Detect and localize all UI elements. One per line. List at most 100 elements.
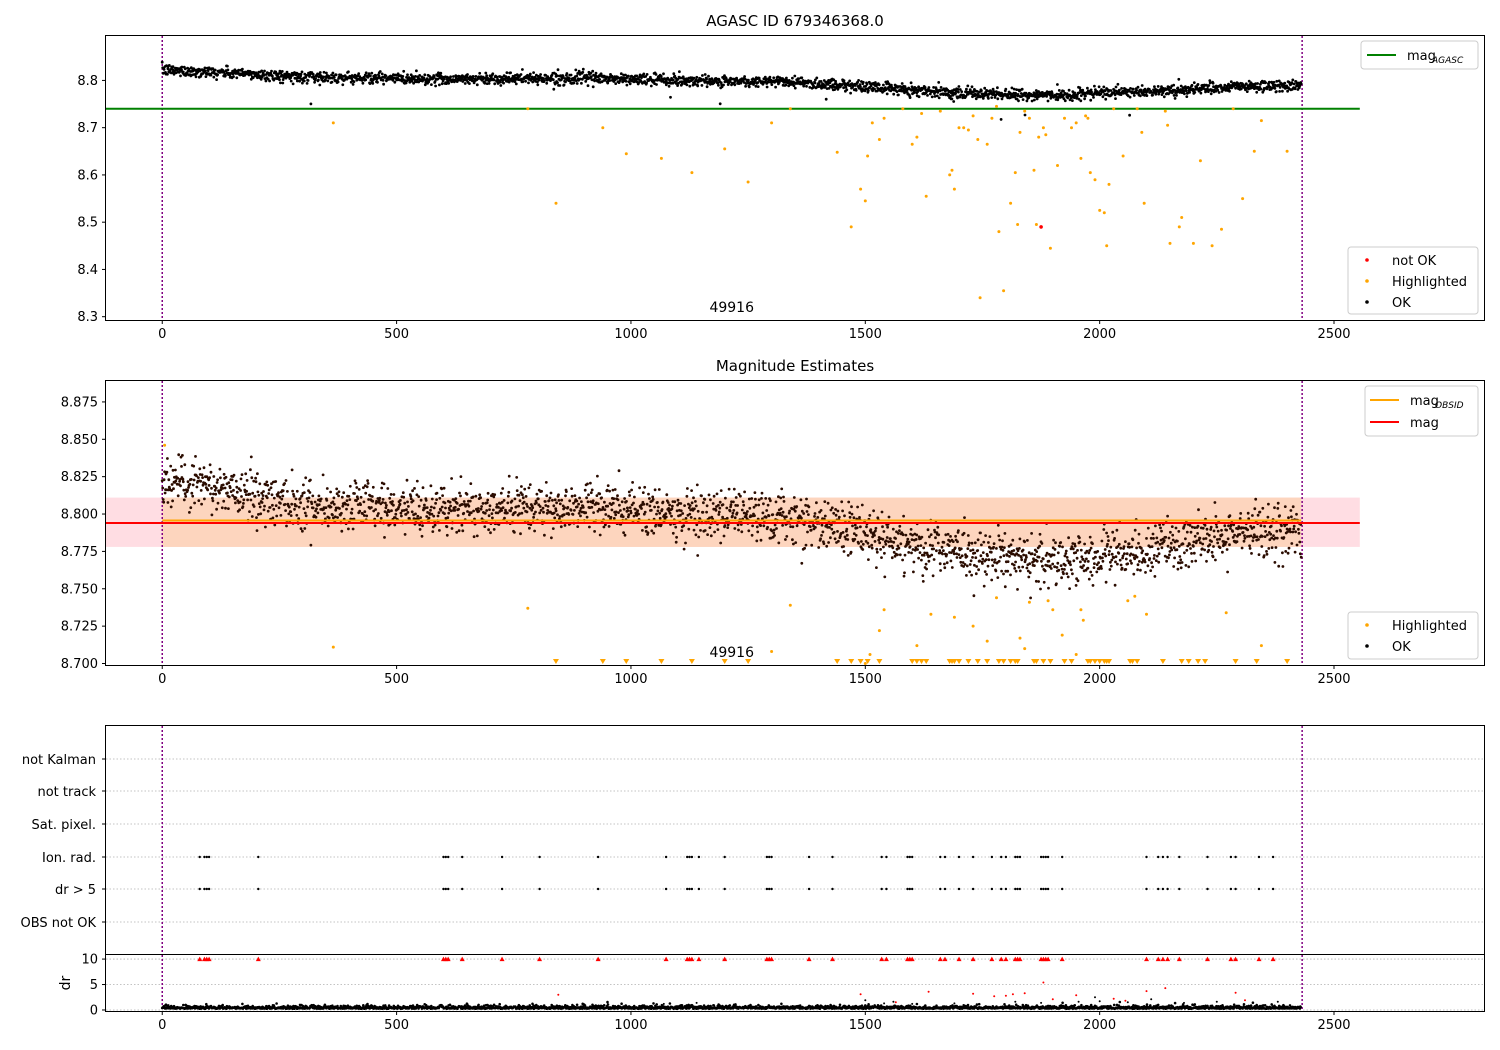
highlighted-point [1086,116,1090,120]
highlighted-point [952,187,956,191]
flag-point [596,855,600,859]
highlighted-point [1093,178,1097,182]
below-range-marker [688,659,695,664]
flag-point [939,855,942,859]
flag-point [461,887,464,891]
flag-point [257,855,260,859]
dr-capped-marker [1228,956,1234,962]
dr-not-ok-point [1051,998,1054,1001]
highlighted-point [978,296,982,300]
legend-marker [1365,258,1369,262]
panel1-marker-legend: not OK Highlighted OK [1347,246,1479,315]
panel4-xtick-label: 2500 [1317,1018,1350,1033]
highlighted-point [971,624,975,628]
not-ok-point [1039,225,1043,229]
dr-capped-marker [722,956,728,962]
flag-point [1016,855,1019,859]
dr-point [953,1002,956,1005]
panel2-frame [105,380,1485,666]
highlighted-point [985,639,989,643]
flag-point [971,855,975,859]
below-range-marker [1159,659,1166,664]
legend-label: mag [1410,394,1439,409]
below-range-marker [552,659,559,664]
highlighted-point [957,126,961,130]
dr-capped-marker [537,956,543,962]
below-range-marker [599,659,606,664]
dr-not-ok-point [1234,991,1237,994]
panel1-ytick-label: 8.5 [77,216,98,231]
flag-point [664,855,668,859]
flag-point [447,855,450,859]
below-range-marker [1232,659,1239,664]
panel4-ytick-label: 5 [90,978,98,993]
panel2-xtick-label: 0 [158,672,166,687]
flag-point [1014,855,1017,859]
flag-point [911,887,914,891]
highlighted-point [1285,149,1289,153]
dr-capped-marker [445,956,451,962]
panel4-ylabel: dr [58,975,74,990]
highlighted-point [877,138,881,141]
flag-category-label: dr > 5 [55,883,96,898]
flag-point [1229,887,1233,891]
highlighted-point [1126,599,1130,603]
highlighted-point [1142,201,1146,205]
highlighted-point [1088,171,1092,175]
flag-point [1061,855,1064,859]
panel4-xtick-label: 1000 [614,1018,647,1033]
dr-capped-marker [883,956,889,962]
flag-point [444,855,447,859]
below-range-marker [721,659,728,664]
highlighted-point [985,142,989,146]
flag-point [198,855,201,859]
highlighted-point [1135,107,1139,111]
dr-capped-marker [206,956,212,962]
below-range-marker [1040,659,1047,664]
dr-capped-marker [689,956,695,962]
highlighted-point [1044,133,1048,137]
flag-point [1004,855,1008,859]
highlighted-point [1241,197,1245,201]
flag-point [1157,887,1160,891]
panel4-xtick-label: 2000 [1083,1018,1116,1033]
dr-capped-marker [1144,956,1150,962]
highlighted-point [624,152,628,156]
flag-point [1229,855,1233,859]
dr-capped-marker [909,956,915,962]
dr-point [864,999,867,1002]
panel2-ytick-label: 8.875 [61,395,98,410]
panel1-xtick-label: 1500 [849,327,882,342]
legend-label: mag [1407,49,1436,64]
highlighted-point [1027,116,1031,120]
below-range-marker [918,659,925,664]
flag-point [906,887,909,891]
panel1-xtick-label: 500 [384,327,409,342]
dr-not-ok-point [1164,987,1167,990]
highlighted-point [835,150,839,154]
below-range-marker [1091,659,1098,664]
highlighted-point [1177,225,1181,229]
highlighted-point [788,603,792,607]
flag-point [990,855,994,859]
dr-capped-marker [459,956,465,962]
flag-point [1157,855,1160,859]
highlighted-point [948,173,952,177]
flag-point [664,887,668,891]
flag-point [885,887,888,891]
flag-point [770,855,773,859]
below-range-marker [956,659,963,664]
flag-point [1042,855,1045,859]
flag-point [442,887,445,891]
panel1-obsid-label: 49916 [709,300,754,316]
below-range-marker [848,659,855,664]
highlighted-point [1027,600,1031,604]
panel2-ytick-label: 8.825 [61,470,98,485]
highlighted-point [1074,121,1078,125]
panel4-ytick-label: 10 [81,953,98,968]
panel1-ytick-label: 8.6 [77,168,98,183]
highlighted-point [1037,135,1041,139]
below-range-marker [984,659,991,664]
flag-point [1161,887,1165,891]
